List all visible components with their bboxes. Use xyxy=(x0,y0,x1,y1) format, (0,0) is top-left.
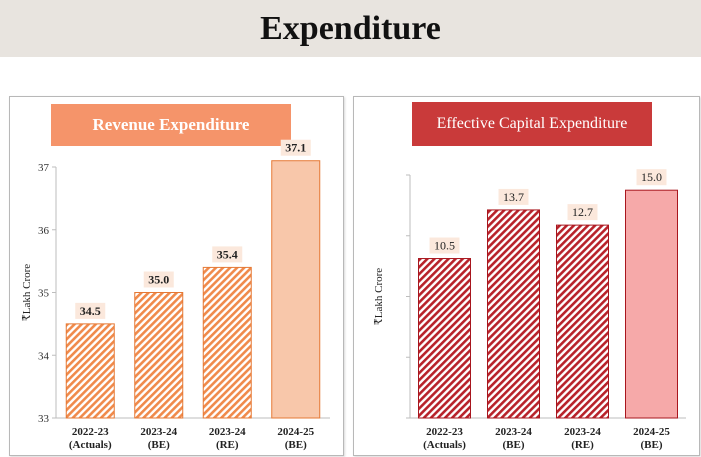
capital-expenditure-panel: Effective Capital Expenditure ₹Lakh Cror… xyxy=(353,96,700,456)
y-axis-label: ₹Lakh Crore xyxy=(373,268,385,326)
data-label-box xyxy=(429,237,460,254)
x-tick-label: (Actuals) xyxy=(69,439,112,451)
revenue-chart-title: Revenue Expenditure xyxy=(51,104,291,146)
y-tick-label: 35 xyxy=(38,288,50,300)
x-tick-label: 2024-25 xyxy=(633,426,670,438)
y-tick-label: 34 xyxy=(38,350,50,362)
data-label: 13.7 xyxy=(503,190,524,204)
bar xyxy=(202,266,252,419)
x-tick-label: 2024-25 xyxy=(277,426,314,438)
data-label: 37.1 xyxy=(285,141,306,155)
x-tick-label: (BE) xyxy=(285,439,307,451)
data-label: 12.7 xyxy=(572,205,593,219)
bar xyxy=(556,224,609,419)
data-label-box xyxy=(498,188,529,205)
data-label: 34.5 xyxy=(80,304,101,318)
y-tick-label: 33 xyxy=(38,413,50,425)
data-label: 15.0 xyxy=(641,170,662,184)
x-tick-label: 2022-23 xyxy=(426,426,463,438)
data-label: 10.5 xyxy=(434,239,455,253)
bar xyxy=(271,160,321,419)
revenue-expenditure-panel: Revenue Expenditure 33 34 35 36 37 ₹Lakh Cror… xyxy=(9,96,344,456)
bar xyxy=(65,323,115,419)
x-tick-label: (BE) xyxy=(641,439,663,451)
revenue-expenditure-chart: 33 34 35 36 37 ₹Lakh Crore 34.5 2022-23(Actuals… xyxy=(21,139,330,451)
y-tick-label: 37 xyxy=(38,162,50,174)
x-tick-label: (Actuals) xyxy=(423,439,466,451)
x-tick-label: 2023-24 xyxy=(140,426,177,438)
data-label-box xyxy=(280,139,311,156)
y-axis-label: ₹Lakh Crore xyxy=(21,264,33,322)
page-title: Expenditure xyxy=(260,9,441,47)
data-label: 35.0 xyxy=(148,273,169,287)
bar xyxy=(487,209,540,419)
x-tick-label: (RE) xyxy=(216,439,239,451)
title-banner: Expenditure xyxy=(0,0,701,57)
y-tick-label: 36 xyxy=(38,225,50,237)
data-label-box xyxy=(75,302,106,319)
data-label: 35.4 xyxy=(217,247,238,261)
x-tick-label: (BE) xyxy=(148,439,170,451)
bar xyxy=(418,258,471,419)
x-tick-label: 2023-24 xyxy=(495,426,532,438)
data-label-box xyxy=(567,204,598,221)
x-tick-label: (RE) xyxy=(571,439,594,451)
x-tick-label: 2023-24 xyxy=(209,426,246,438)
x-tick-label: 2022-23 xyxy=(72,426,109,438)
data-label-box xyxy=(212,246,243,263)
capital-expenditure-chart: ₹Lakh Crore 10.5 2022-23(Actuals) 13.7 2023-… xyxy=(373,169,686,451)
data-label-box xyxy=(636,169,667,186)
data-label-box xyxy=(143,271,174,288)
x-tick-label: (BE) xyxy=(503,439,525,451)
x-tick-label: 2023-24 xyxy=(564,426,601,438)
capital-chart-title: Effective Capital Expenditure xyxy=(412,102,652,146)
bar xyxy=(625,189,678,419)
bar xyxy=(134,292,184,419)
